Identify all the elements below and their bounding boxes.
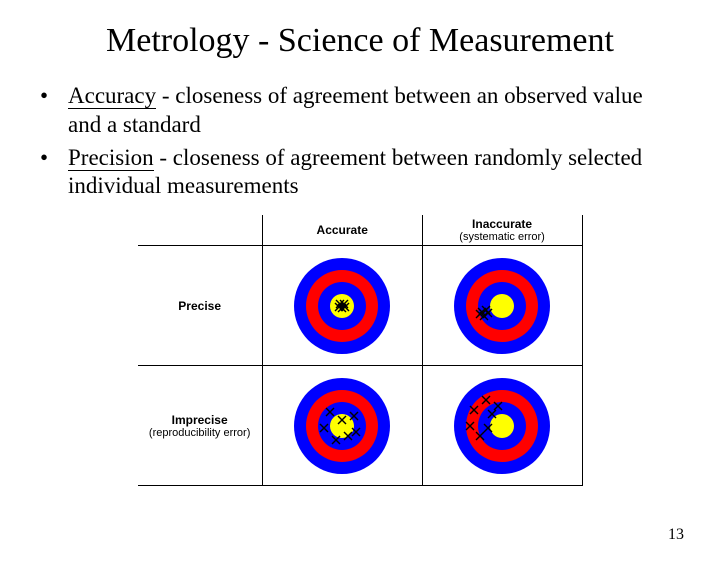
target-precise-accurate [262, 246, 422, 366]
row-header-precise: Precise [138, 246, 263, 366]
target-imprecise-inaccurate [422, 366, 582, 486]
bullet-list: • Accuracy - closeness of agreement betw… [40, 82, 680, 201]
row-header-imprecise: Imprecise (reproducibility error) [138, 366, 263, 486]
diagram-table: Accurate Inaccurate (systematic error) P… [138, 215, 583, 486]
bullet-rest: - closeness of agreement between randoml… [68, 145, 642, 199]
slide-title: Metrology - Science of Measurement [0, 22, 720, 60]
bullet-text: Accuracy - closeness of agreement betwee… [68, 82, 680, 140]
bullet-marker: • [40, 82, 68, 140]
target-imprecise-accurate [262, 366, 422, 486]
target-precise-inaccurate [422, 246, 582, 366]
col-header-accurate: Accurate [262, 215, 422, 246]
bullet-item: • Precision - closeness of agreement bet… [40, 144, 680, 202]
corner-cell [138, 215, 263, 246]
bullet-marker: • [40, 144, 68, 202]
bullet-item: • Accuracy - closeness of agreement betw… [40, 82, 680, 140]
bullet-term: Accuracy [68, 83, 156, 109]
page-number: 13 [668, 526, 684, 544]
bullet-text: Precision - closeness of agreement betwe… [68, 144, 680, 202]
col-header-inaccurate: Inaccurate (systematic error) [422, 215, 582, 246]
accuracy-precision-diagram: Accurate Inaccurate (systematic error) P… [138, 215, 583, 486]
bullet-term: Precision [68, 145, 154, 171]
